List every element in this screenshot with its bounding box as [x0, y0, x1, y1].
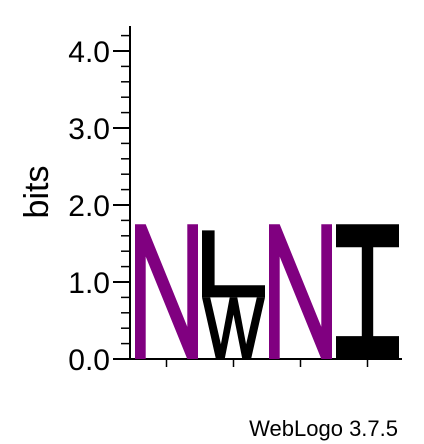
y-tick-label: 3.0 — [68, 113, 110, 146]
logo-column — [202, 230, 265, 359]
y-tick-label: 1.0 — [68, 267, 110, 300]
y-tick-label: 0.0 — [68, 344, 110, 377]
y-axis-tick-labels: 0.0 1.0 2.0 3.0 4.0 — [68, 36, 110, 377]
logo-letter-n — [269, 224, 332, 359]
y-axis-label: bits — [18, 166, 56, 219]
y-axis-major-ticks — [113, 50, 130, 360]
logo-letter-w — [202, 297, 265, 359]
logo-letter-n — [135, 224, 198, 359]
logo-column — [269, 224, 332, 359]
logo-column — [135, 224, 198, 359]
y-axis-minor-ticks — [121, 34, 130, 360]
logo-letter-l — [202, 230, 265, 298]
y-tick-label: 2.0 — [68, 190, 110, 223]
x-axis-ticks — [165, 359, 369, 367]
logo-column — [336, 224, 399, 359]
letter-stacks — [135, 224, 399, 359]
y-tick-label: 4.0 — [68, 36, 110, 69]
weblogo-credit: WebLogo 3.7.5 — [249, 416, 398, 441]
logo-letter-i — [336, 224, 399, 359]
